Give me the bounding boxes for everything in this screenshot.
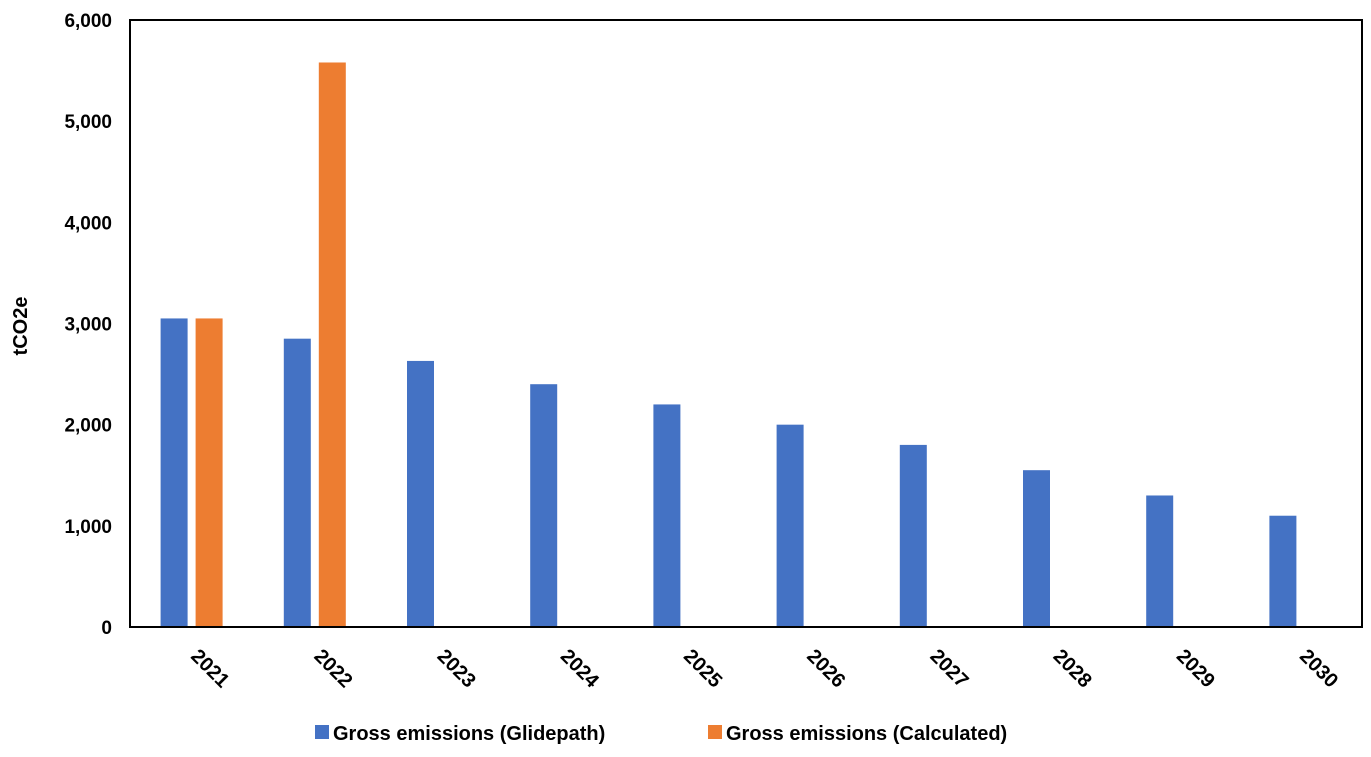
legend-label-calculated: Gross emissions (Calculated) bbox=[726, 723, 1007, 745]
bar-glidepath-2030 bbox=[1269, 515, 1297, 627]
y-tick-label: 0 bbox=[101, 618, 112, 639]
y-tick-label: 2,000 bbox=[64, 416, 112, 437]
legend-swatch-glidepath bbox=[315, 725, 329, 739]
y-tick-label: 6,000 bbox=[64, 11, 112, 32]
bar-glidepath-2023 bbox=[407, 360, 434, 627]
legend-swatch-calculated bbox=[708, 725, 722, 739]
bar-glidepath-2021 bbox=[160, 318, 188, 627]
bar-calculated-2022 bbox=[318, 62, 346, 628]
y-axis: 0 1,000 2,000 3,000 4,000 5,000 6,000 bbox=[64, 11, 112, 639]
bar-glidepath-2026 bbox=[776, 424, 804, 627]
y-axis-title: tCO2e bbox=[10, 297, 32, 356]
bar-glidepath-2024 bbox=[530, 384, 558, 627]
bar-calculated-2021 bbox=[195, 318, 223, 627]
bar-glidepath-2028 bbox=[1023, 470, 1050, 627]
y-tick-label: 1,000 bbox=[64, 517, 112, 538]
bar-glidepath-2022 bbox=[283, 338, 311, 627]
legend-label-glidepath: Gross emissions (Glidepath) bbox=[333, 723, 605, 745]
plot-area bbox=[129, 19, 1363, 628]
bar-glidepath-2025 bbox=[653, 404, 681, 627]
y-tick-label: 4,000 bbox=[64, 213, 112, 234]
y-tick-label: 3,000 bbox=[64, 315, 112, 336]
bar-glidepath-2027 bbox=[899, 444, 927, 627]
legend: Gross emissions (Glidepath) Gross emissio… bbox=[315, 723, 1007, 745]
bar-glidepath-2029 bbox=[1146, 495, 1174, 627]
y-tick-label: 5,000 bbox=[64, 112, 112, 133]
